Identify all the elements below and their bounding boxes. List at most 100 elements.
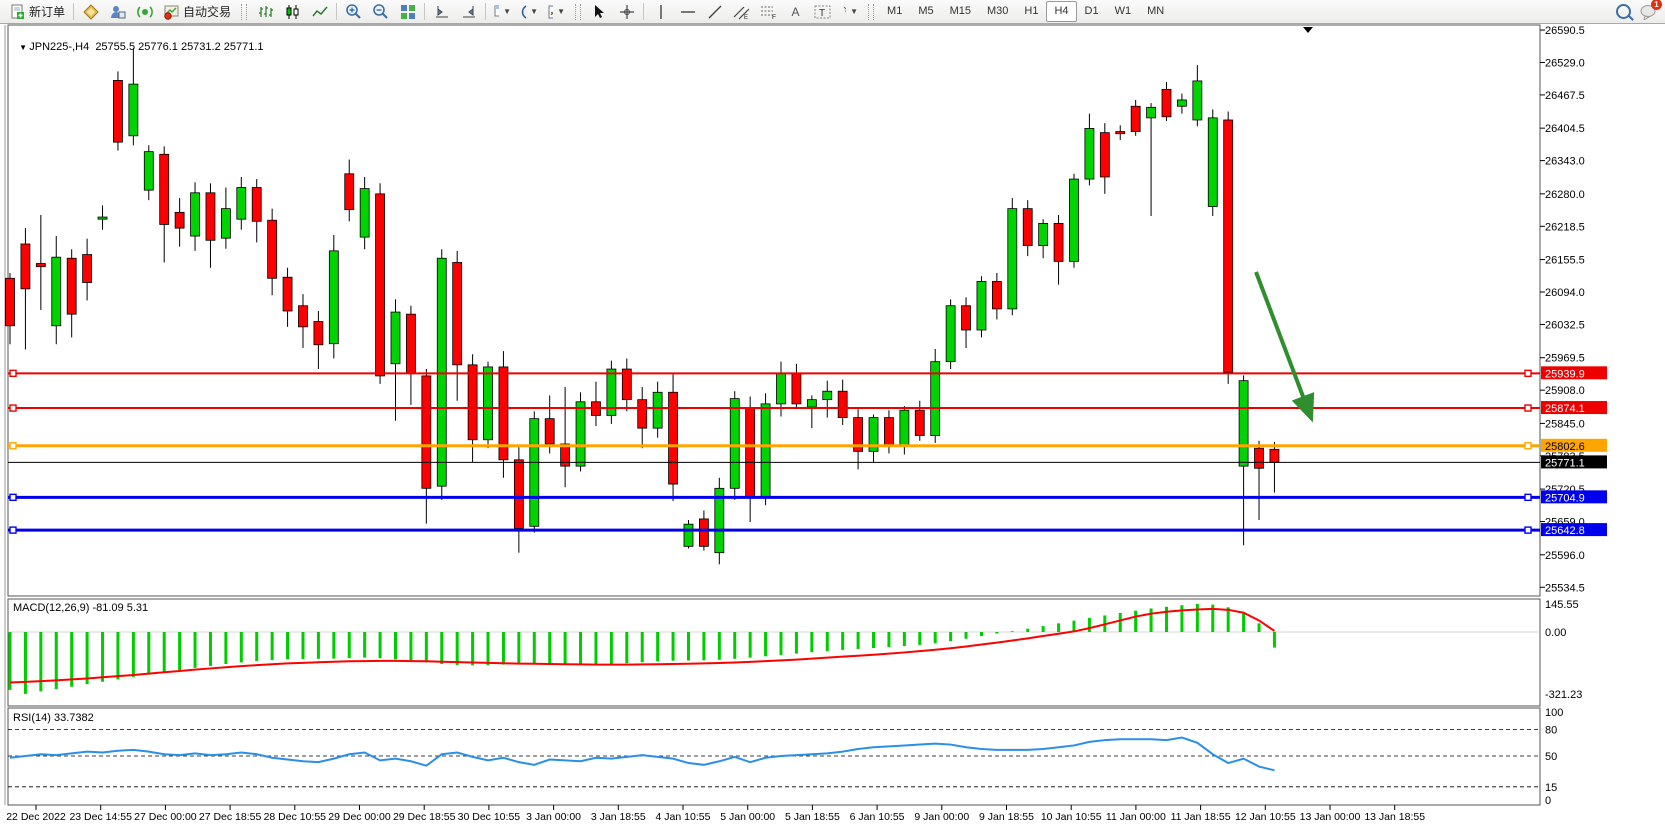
toolbar-grip[interactable] — [575, 3, 582, 20]
periodicity-button[interactable]: ▼ — [516, 1, 543, 22]
price-axis-label[interactable]: 26529.0 — [1545, 57, 1585, 69]
price-line-anchor[interactable] — [9, 442, 17, 450]
candlestick[interactable] — [51, 236, 62, 345]
candlestick[interactable] — [452, 250, 463, 401]
candlestick[interactable] — [220, 187, 231, 249]
toolbar-grip[interactable] — [241, 3, 248, 20]
candlestick[interactable] — [714, 477, 725, 565]
templates-button[interactable]: ▼ — [543, 1, 570, 22]
navigator-icon[interactable] — [131, 1, 158, 22]
candlestick[interactable] — [5, 273, 15, 345]
candlestick[interactable] — [760, 393, 771, 506]
time-axis-label[interactable]: 22 Dec 2022 — [6, 811, 66, 823]
candlestick[interactable] — [1038, 219, 1049, 259]
price-axis-label[interactable]: 26404.5 — [1545, 123, 1585, 135]
toolbar-grip[interactable] — [868, 3, 875, 20]
tile-windows-icon[interactable] — [394, 1, 421, 22]
candlestick[interactable] — [945, 299, 956, 370]
candlestick[interactable] — [868, 414, 879, 463]
new-chart-button[interactable]: ▼ — [489, 1, 516, 22]
candlestick[interactable] — [498, 351, 509, 478]
candlestick[interactable] — [1130, 99, 1141, 136]
candlestick[interactable] — [560, 386, 571, 488]
candlestick[interactable] — [35, 214, 46, 310]
candlestick[interactable] — [1115, 125, 1126, 141]
price-axis-label[interactable]: 25534.5 — [1545, 582, 1585, 594]
price-line-anchor[interactable] — [1524, 404, 1532, 412]
candlestick[interactable] — [668, 374, 678, 501]
candlestick[interactable] — [1099, 123, 1110, 194]
time-axis-label[interactable]: 27 Dec 18:55 — [199, 811, 262, 823]
candlestick[interactable] — [652, 381, 663, 438]
price-axis-label[interactable]: 26280.0 — [1545, 189, 1585, 201]
candlestick[interactable] — [375, 183, 385, 384]
candlestick[interactable] — [1007, 198, 1018, 316]
price-line-anchor[interactable] — [1524, 442, 1532, 450]
equidistant-channel-icon[interactable]: E — [728, 1, 755, 22]
candlestick[interactable] — [236, 176, 247, 230]
time-axis-label[interactable]: 28 Dec 10:55 — [264, 811, 327, 823]
symbol-dropdown-icon[interactable]: ▼ — [19, 43, 30, 52]
candlestick[interactable] — [806, 395, 817, 429]
vertical-line-icon[interactable] — [647, 1, 674, 22]
candlestick[interactable] — [1084, 113, 1095, 186]
candlestick[interactable] — [1223, 111, 1234, 384]
timeframe-D1[interactable]: D1 — [1084, 5, 1099, 17]
candlestick[interactable] — [853, 409, 863, 470]
time-axis-label[interactable]: 3 Jan 00:00 — [526, 811, 581, 823]
candlestick[interactable] — [1254, 440, 1264, 520]
candlestick[interactable] — [251, 179, 262, 243]
candlestick[interactable] — [822, 380, 833, 418]
candlestick[interactable] — [1238, 375, 1249, 546]
candlestick[interactable] — [82, 238, 92, 301]
candlestick[interactable] — [143, 145, 154, 201]
time-axis-label[interactable]: 12 Jan 10:55 — [1235, 811, 1296, 823]
candlestick[interactable] — [1069, 173, 1079, 268]
candlestick-chart-icon[interactable] — [279, 1, 306, 22]
timeframe-MN[interactable]: MN — [1147, 5, 1165, 17]
price-line-anchor[interactable] — [9, 369, 17, 378]
chart-canvas[interactable]: 26590.5 26529.0 26467.5 26404.5 26343.0 26280… — [0, 23, 1665, 831]
zoom-in-icon[interactable] — [340, 1, 367, 22]
candlestick[interactable] — [1161, 81, 1172, 122]
timeframe-M5[interactable]: M5 — [918, 5, 934, 17]
candlestick[interactable] — [344, 159, 355, 222]
candlestick[interactable] — [1177, 93, 1187, 114]
trend-arrow-annotation[interactable] — [1254, 271, 1315, 423]
text-label-icon[interactable]: T — [809, 1, 836, 22]
time-axis-label[interactable]: 29 Dec 00:00 — [328, 811, 391, 823]
shapes-dropdown[interactable]: ▼ — [836, 1, 863, 22]
candlestick[interactable] — [159, 146, 170, 263]
candlestick[interactable] — [529, 411, 540, 533]
price-axis-label[interactable]: 26094.0 — [1545, 287, 1585, 299]
time-axis-label[interactable]: 5 Jan 00:00 — [720, 811, 775, 823]
candlestick[interactable] — [544, 395, 555, 454]
candlestick[interactable] — [683, 519, 694, 549]
text-icon[interactable]: A — [791, 4, 800, 19]
timeframe-M30[interactable]: M30 — [987, 5, 1009, 17]
candlestick[interactable] — [513, 447, 524, 553]
chart-shift-icon[interactable] — [455, 1, 482, 22]
timeframe-M15[interactable]: M15 — [949, 5, 971, 17]
trendline-icon[interactable] — [701, 1, 728, 22]
time-axis-label[interactable]: 11 Jan 18:55 — [1171, 811, 1231, 823]
candlestick[interactable] — [976, 276, 987, 338]
candlestick[interactable] — [66, 249, 77, 338]
time-axis-label[interactable]: 23 Dec 14:55 — [69, 811, 132, 823]
candlestick[interactable] — [1192, 65, 1203, 127]
candlestick[interactable] — [328, 235, 339, 359]
price-axis-label[interactable]: 25845.0 — [1545, 418, 1585, 430]
candlestick[interactable] — [1146, 103, 1156, 217]
auto-scroll-icon[interactable] — [428, 1, 455, 22]
price-axis-label[interactable]: 26590.5 — [1545, 25, 1585, 37]
candlestick[interactable] — [359, 176, 370, 250]
time-axis-label[interactable]: 11 Jan 00:00 — [1106, 811, 1166, 823]
price-axis-label[interactable]: 26155.5 — [1545, 255, 1585, 267]
candlestick[interactable] — [575, 392, 586, 472]
price-axis-label[interactable]: 25596.0 — [1545, 550, 1585, 562]
time-axis-label[interactable]: 27 Dec 00:00 — [134, 811, 197, 823]
time-axis-label[interactable]: 9 Jan 00:00 — [914, 811, 969, 823]
price-line-anchor[interactable] — [9, 493, 17, 502]
time-axis-label[interactable]: 13 Jan 00:00 — [1300, 811, 1361, 823]
data-window-icon[interactable] — [104, 1, 131, 22]
